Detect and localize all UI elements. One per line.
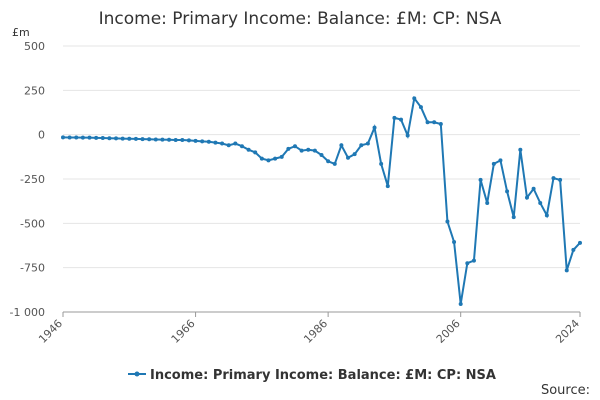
point (94, 135, 99, 140)
y-tick-label: 0 (38, 129, 45, 142)
point (87, 135, 92, 140)
point (246, 147, 251, 152)
point (352, 152, 357, 157)
point (120, 136, 125, 141)
point (127, 136, 132, 141)
point (160, 137, 165, 142)
point (233, 141, 238, 146)
point (491, 161, 496, 166)
x-tick-label: 2024 (553, 317, 582, 346)
point (167, 137, 172, 142)
y-axis-label: £m (12, 26, 30, 39)
point (259, 156, 264, 161)
point (538, 200, 543, 205)
y-tick-label: -1 000 (10, 306, 45, 319)
chart-title: Income: Primary Income: Balance: £M: CP:… (99, 9, 502, 29)
y-tick-label: 500 (24, 40, 45, 53)
x-tick-label: 1946 (36, 317, 65, 346)
point (405, 133, 410, 138)
source: Source: (541, 383, 590, 398)
y-tick-label: -250 (20, 173, 45, 186)
point (432, 120, 437, 125)
point (74, 135, 79, 140)
point (239, 144, 244, 149)
point (518, 147, 523, 152)
point (306, 147, 311, 152)
point (180, 137, 185, 142)
point (578, 240, 582, 245)
point (564, 268, 569, 273)
point (485, 200, 490, 205)
point (379, 161, 384, 166)
x-tick-label: 1966 (169, 317, 198, 346)
point (359, 143, 364, 148)
point (213, 140, 218, 145)
point (319, 153, 324, 158)
point (478, 177, 483, 182)
point (551, 176, 556, 181)
point (498, 158, 503, 163)
y-tick-label: -500 (20, 217, 45, 230)
point (399, 117, 404, 122)
point (153, 137, 158, 142)
point (100, 136, 105, 141)
point (505, 189, 510, 194)
point (226, 143, 231, 148)
point (61, 135, 65, 140)
point (339, 143, 344, 148)
legend-label: Income: Primary Income: Balance: £M: CP:… (150, 368, 496, 383)
point (365, 141, 370, 146)
point (524, 195, 529, 200)
point (299, 148, 304, 153)
point (346, 155, 351, 160)
x-tick-label: 2006 (434, 317, 463, 346)
point (206, 139, 211, 144)
point (67, 135, 72, 140)
point (114, 136, 119, 141)
point (312, 148, 317, 153)
y-tick-label: 250 (24, 84, 45, 97)
point (471, 258, 476, 263)
point (140, 137, 145, 142)
point (571, 247, 576, 252)
point (173, 137, 178, 142)
point (147, 137, 152, 142)
point (200, 139, 205, 144)
point (332, 161, 337, 166)
point (412, 96, 417, 101)
point (279, 154, 284, 159)
point (253, 150, 258, 155)
legend-marker (134, 371, 140, 377)
point (458, 302, 463, 307)
point (385, 184, 390, 189)
point (511, 215, 516, 220)
point (292, 144, 297, 149)
point (425, 120, 430, 125)
point (133, 136, 138, 141)
point (266, 158, 271, 163)
point (465, 261, 470, 266)
point (186, 138, 191, 143)
x-tick-label: 1986 (301, 317, 330, 346)
point (286, 146, 291, 151)
point (438, 122, 443, 127)
point (392, 115, 397, 120)
point (107, 136, 112, 141)
point (80, 135, 85, 140)
point (558, 177, 563, 182)
point (273, 156, 278, 161)
y-tick-label: -750 (20, 262, 45, 275)
point (544, 213, 549, 218)
point (531, 186, 536, 191)
point (452, 239, 457, 244)
point (418, 105, 423, 110)
line (62, 95, 581, 305)
point (193, 138, 198, 143)
point (372, 125, 377, 130)
point (220, 141, 225, 146)
point (445, 219, 450, 224)
point (326, 159, 331, 164)
